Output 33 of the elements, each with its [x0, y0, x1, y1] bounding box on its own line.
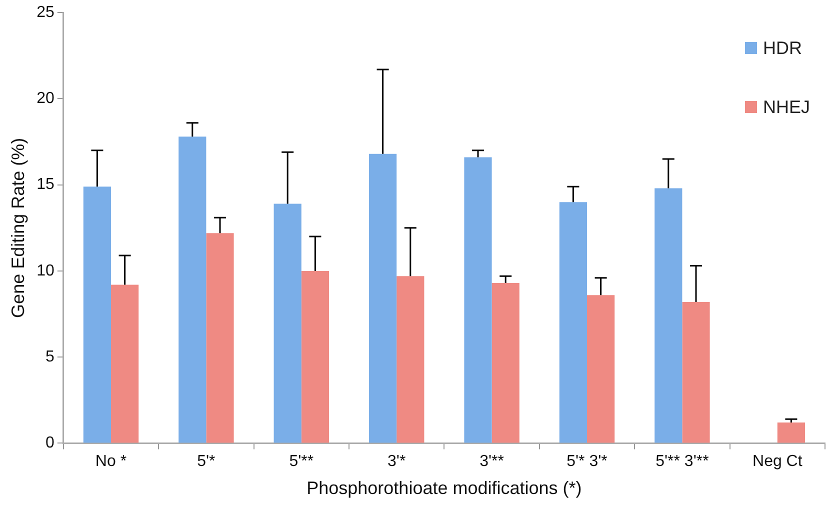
y-tick-label: 25 — [36, 4, 54, 22]
bar — [492, 283, 520, 443]
x-axis-title: Phosphorothioate modifications (*) — [306, 478, 582, 498]
x-tick-label: Neg Ct — [752, 453, 803, 470]
y-tick-label: 20 — [36, 90, 54, 108]
bar — [178, 136, 206, 443]
bar — [206, 233, 234, 443]
x-tick-label: 3'* — [388, 453, 406, 470]
y-axis-title: Gene Editing Rate (%) — [8, 138, 28, 318]
y-tick-label: 0 — [45, 434, 54, 452]
bar — [368, 154, 397, 443]
x-tick-label: No * — [95, 453, 127, 470]
y-tick-label: 15 — [36, 176, 54, 194]
y-tick-label: 10 — [36, 262, 54, 280]
bar — [464, 157, 492, 443]
bar — [559, 202, 587, 443]
y-tick-label: 5 — [45, 348, 54, 366]
legend-label: HDR — [763, 38, 802, 59]
x-tick-label: 5'* — [197, 453, 216, 470]
bar — [110, 284, 139, 443]
bar — [682, 302, 710, 443]
x-tick-label: 5'* 3'* — [566, 453, 608, 470]
legend-label: NHEJ — [763, 96, 810, 118]
bar — [274, 204, 302, 443]
x-tick-label: 3'** — [480, 453, 504, 470]
bar — [301, 270, 330, 443]
x-tick-label: 5'** 3'** — [656, 453, 709, 470]
x-tick-label: 5'** — [289, 453, 314, 470]
bar — [396, 276, 424, 443]
bar — [777, 422, 806, 443]
bar — [587, 295, 615, 443]
bar — [83, 186, 111, 443]
bar — [654, 188, 682, 443]
